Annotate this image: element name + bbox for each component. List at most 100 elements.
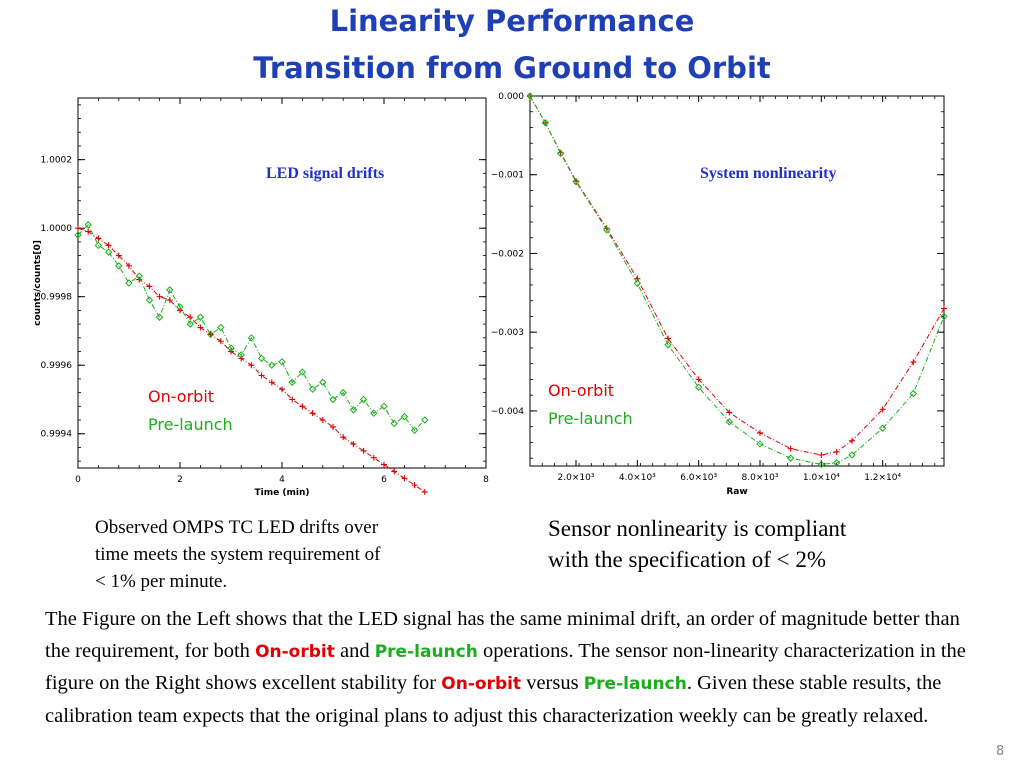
data-point (818, 451, 825, 458)
x-tick-label: 2.0×10³ (558, 473, 595, 483)
data-point (390, 419, 398, 428)
data-point (757, 429, 763, 436)
data-point (197, 324, 204, 331)
data-point (350, 441, 357, 448)
data-point (227, 344, 235, 352)
data-point (381, 461, 387, 468)
y-tick-label: 0.000 (498, 92, 524, 102)
data-point (155, 313, 164, 321)
x-tick-label: 4 (279, 475, 285, 485)
data-point (380, 402, 388, 411)
chart-frame (529, 95, 945, 467)
data-point (340, 434, 347, 441)
paragraph-text: and (334, 639, 375, 662)
data-point (694, 383, 703, 391)
data-point (278, 358, 286, 366)
data-point (207, 331, 214, 338)
x-tick-label: 4.0×10³ (619, 473, 656, 483)
y-tick-label: 0.9994 (41, 430, 73, 440)
data-point (74, 231, 82, 239)
data-point (176, 303, 184, 311)
y-tick-label: −0.004 (491, 407, 525, 417)
data-point (909, 389, 918, 398)
data-point (421, 416, 429, 424)
x-tick-label: 1.2×10⁴ (864, 473, 901, 483)
data-point (187, 314, 194, 321)
pre-launch-highlight: Pre-launch (583, 674, 687, 694)
data-point (206, 330, 215, 339)
data-point (817, 460, 826, 469)
data-point (308, 385, 317, 393)
legend-pre-launch: Pre-launch (548, 409, 633, 428)
data-point (126, 262, 132, 269)
data-point (298, 368, 307, 376)
data-point (330, 423, 336, 430)
slide-title-line2: Transition from Ground to Orbit (253, 51, 771, 85)
data-point (411, 482, 418, 489)
data-point (541, 119, 550, 127)
x-tick-label: 8.0×10³ (742, 473, 779, 483)
legend-on-orbit: On-orbit (148, 387, 214, 406)
y-tick-label: −0.002 (491, 249, 524, 259)
y-tick-label: 0.9996 (41, 361, 73, 371)
y-tick-label: −0.001 (491, 171, 524, 181)
x-tick-label: 0 (75, 475, 81, 485)
data-point (268, 379, 275, 386)
y-tick-label: 1.0000 (41, 224, 73, 234)
data-point (309, 410, 316, 417)
data-point (400, 412, 409, 421)
data-point (695, 376, 702, 383)
data-point (186, 320, 194, 328)
left-caption-line: Observed OMPS TC LED drifts over (95, 517, 379, 538)
data-point (665, 335, 671, 342)
series-line (77, 223, 426, 432)
data-point (237, 351, 245, 359)
data-point (370, 409, 378, 417)
pre-launch-highlight: Pre-launch (374, 641, 478, 662)
data-point (289, 396, 296, 403)
paragraph-text: . Given these stable results, the calibr… (45, 672, 942, 727)
x-tick-label: 6 (381, 475, 387, 485)
legend-on-orbit: On-orbit (548, 381, 614, 400)
data-point (156, 293, 163, 300)
x-tick-label: 8 (483, 475, 489, 485)
data-point (217, 323, 225, 332)
data-point (726, 409, 733, 416)
right-caption-line: Sensor nonlinearity is compliant (548, 516, 847, 541)
data-point (359, 395, 368, 404)
data-point (878, 424, 887, 432)
slide-title-line1: Linearity Performance (329, 4, 695, 38)
data-point (410, 426, 419, 435)
data-point (115, 262, 123, 270)
summary-paragraph: The Figure on the Left shows that the LE… (45, 604, 975, 732)
data-point (84, 221, 92, 229)
data-point (756, 440, 764, 448)
data-point (421, 488, 428, 495)
data-point (725, 418, 734, 426)
paragraph-text: versus (521, 672, 584, 694)
data-point (288, 378, 296, 387)
data-point (833, 448, 840, 455)
left-caption-line: time meets the system requirement of (95, 544, 381, 565)
series-line (529, 95, 945, 456)
data-point (941, 305, 947, 312)
series-line (529, 95, 945, 465)
data-point (401, 475, 408, 482)
on-orbit-highlight: On-orbit (441, 674, 522, 694)
data-point (145, 296, 154, 304)
data-point (349, 406, 358, 414)
data-point (247, 334, 256, 342)
data-point (832, 459, 841, 467)
chart-annotation: System nonlinearity (700, 165, 836, 182)
data-point (572, 178, 580, 186)
data-point (664, 341, 672, 349)
data-point (279, 386, 285, 393)
left-caption-line: < 1% per minute. (95, 571, 228, 592)
data-point (196, 313, 205, 321)
data-point (95, 235, 102, 242)
right-caption-line: with the specification of < 2% (548, 547, 827, 572)
data-point (115, 252, 122, 259)
page-number: 8 (996, 744, 1005, 759)
